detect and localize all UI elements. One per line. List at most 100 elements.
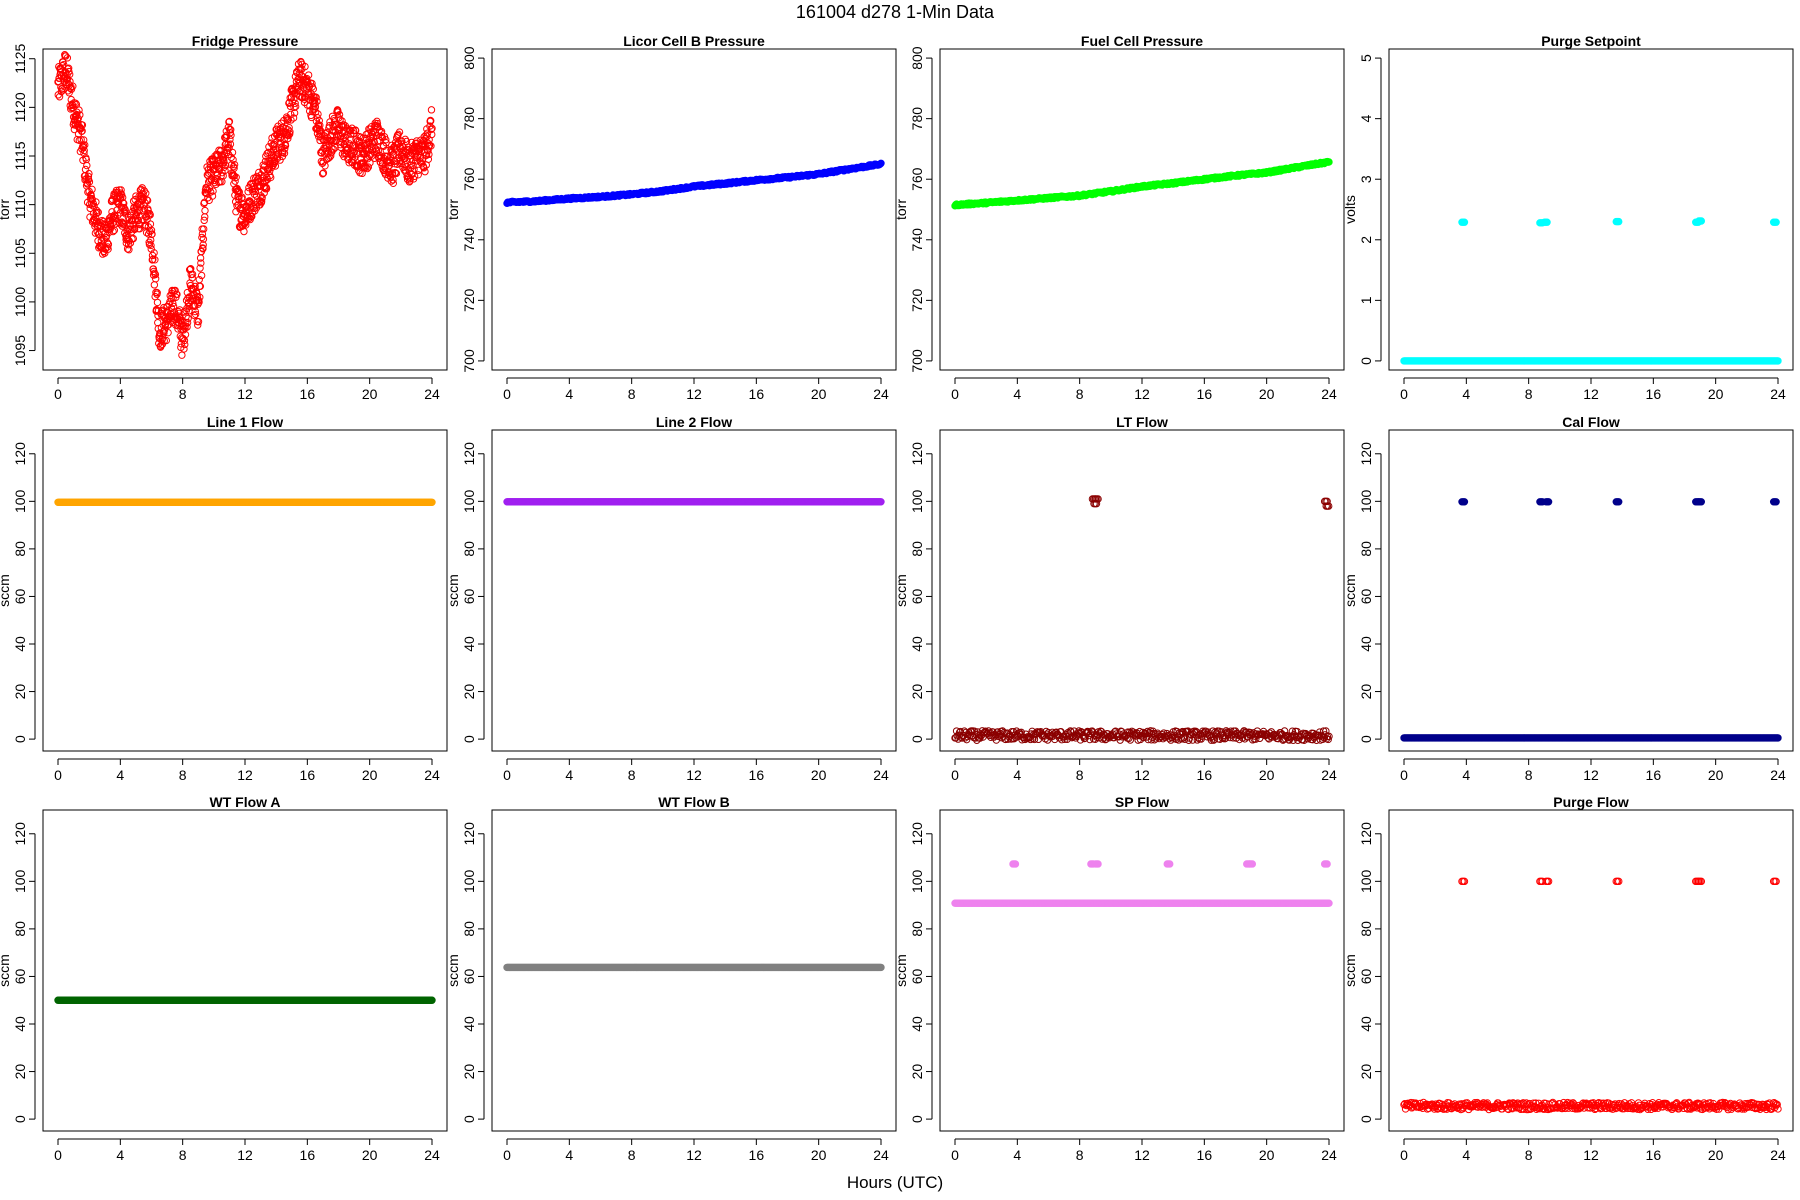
data-point [428,498,436,506]
x-tick-label: 20 [1708,767,1724,783]
y-tick-label: 700 [461,349,477,373]
y-tick-label: 120 [909,442,925,466]
data-point [62,52,70,60]
data-point [150,249,158,257]
data-point [217,172,225,180]
x-tick-label: 16 [1646,386,1662,402]
y-axis-label: torr [0,199,12,220]
y-tick-label: 800 [909,46,925,70]
data-point [195,298,203,306]
y-tick-label: 120 [461,442,477,466]
x-tick-label: 8 [179,767,187,783]
x-tick-label: 0 [503,386,511,402]
y-tick-label: 80 [461,541,477,557]
plot-frame [939,48,1345,371]
x-tick-label: 4 [1013,386,1021,402]
data-point [259,174,268,182]
y-tick-label: 780 [461,107,477,131]
y-tick-label: 100 [909,489,925,513]
data-point [65,81,74,89]
data-point [65,67,73,76]
data-point [147,226,156,235]
y-tick-label: 120 [1358,442,1374,466]
data-point [117,190,126,199]
data-point [248,200,256,208]
x-tick-label: 20 [362,767,378,783]
panel-title: Cal Flow [1562,414,1620,430]
y-tick-label: 740 [461,228,477,252]
x-tick-label: 12 [1583,386,1599,402]
data-point [318,170,327,178]
y-tick-label: 20 [909,684,925,700]
x-tick-label: 20 [811,386,827,402]
data-point [427,106,436,114]
x-tick-label: 24 [424,386,440,402]
data-point [286,128,294,136]
data-point [181,340,189,349]
y-axis-label: sccm [893,574,909,607]
y-axis-label: volts [1342,195,1358,224]
data-point [208,192,217,200]
data-point [259,161,267,169]
data-point [104,240,113,249]
y-tick-label: 40 [461,636,477,652]
data-point [284,134,292,143]
data-point [119,199,127,207]
data-point [224,140,232,149]
data-point [171,286,179,295]
y-tick-label: 0 [1358,357,1374,365]
data-point [281,144,289,153]
data-point [229,156,237,164]
data-point [230,160,239,169]
data-point [63,54,72,62]
data-point [267,173,275,182]
data-point [124,241,133,249]
data-point [111,220,119,228]
x-tick-label: 8 [1076,767,1084,783]
data-point [139,206,148,215]
x-tick-label: 12 [237,386,253,402]
data-point [238,193,246,202]
y-tick-label: 20 [1358,684,1374,700]
data-points [503,159,885,208]
data-point [197,259,205,267]
data-point [75,106,83,114]
data-point [121,206,129,215]
plot-frame [491,48,897,371]
y-tick-label: 4 [1358,115,1374,123]
data-point [1540,218,1549,226]
data-point [150,269,159,278]
data-point [289,114,298,122]
data-point [313,97,321,106]
data-point [65,70,74,79]
y-tick-label: 2 [1358,236,1374,244]
plot-frame [42,429,448,752]
panel-title: Line 2 Flow [656,414,732,430]
data-point [258,193,266,202]
data-point [271,162,280,170]
data-point [175,309,183,317]
y-tick-label: 60 [909,588,925,604]
data-point [185,302,193,311]
x-tick-label: 4 [116,767,124,783]
figure-title: 161004 d278 1-Min Data [796,2,995,22]
panel-title: LT Flow [1116,414,1168,430]
data-point [199,245,207,253]
x-tick-label: 24 [873,767,889,783]
data-point [145,240,154,249]
data-point [80,136,88,144]
x-tick-label: 0 [503,767,511,783]
data-point [234,201,242,209]
y-tick-label: 0 [12,735,28,743]
data-point [230,172,239,180]
y-tick-label: 3 [1358,175,1374,183]
panel-title: Purge Setpoint [1541,33,1641,49]
data-point [123,245,132,253]
data-point [190,311,199,320]
data-point [109,227,117,236]
data-point [877,159,885,167]
data-point [143,196,151,204]
data-point [335,110,344,119]
data-point [178,351,186,359]
data-point [220,163,228,171]
